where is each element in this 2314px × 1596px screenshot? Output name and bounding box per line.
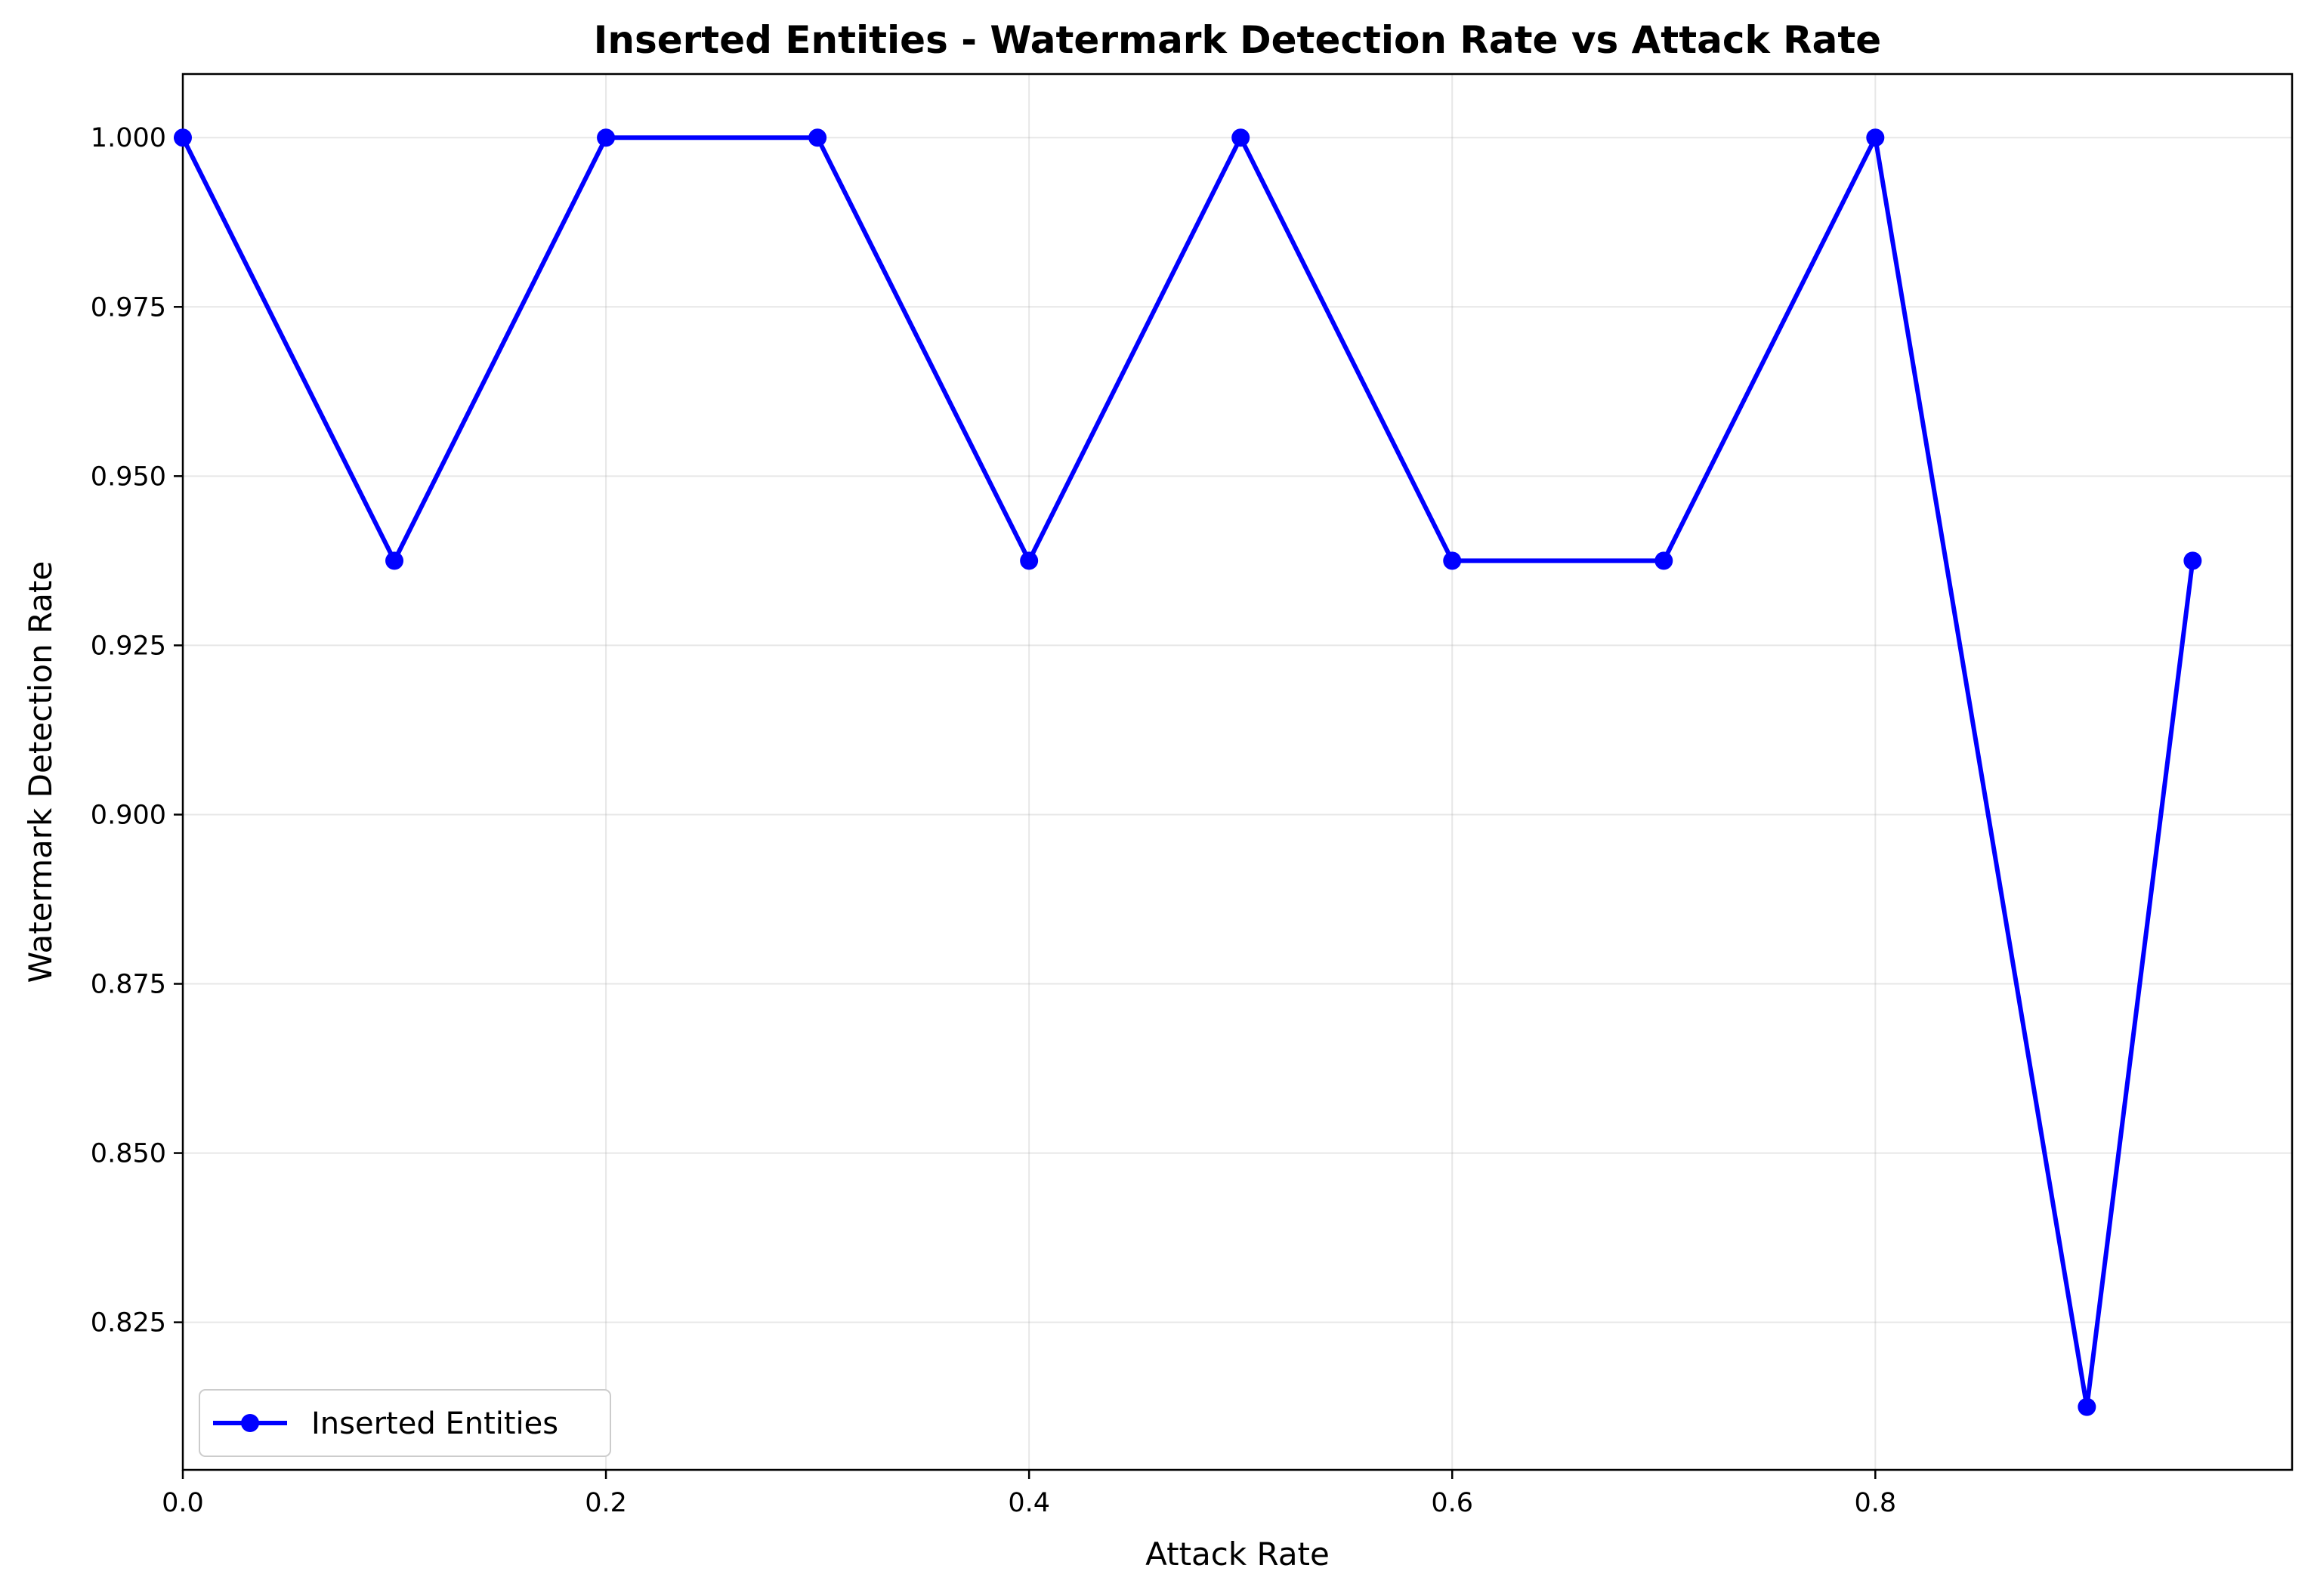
y-axis-label: Watermark Detection Rate — [22, 561, 59, 983]
series-inserted-entities — [174, 128, 2202, 1416]
x-tick-label: 0.0 — [162, 1488, 204, 1518]
y-tick-label: 1.000 — [91, 123, 166, 153]
data-point — [1654, 551, 1673, 570]
y-tick-label: 0.825 — [91, 1308, 166, 1338]
x-axis-label: Attack Rate — [1145, 1536, 1330, 1573]
data-point — [174, 128, 192, 147]
data-point — [1231, 128, 1250, 147]
y-tick-label: 0.900 — [91, 800, 166, 830]
data-point — [2183, 551, 2202, 570]
data-point — [1443, 551, 1462, 570]
data-point — [1020, 551, 1039, 570]
data-point — [597, 128, 616, 147]
legend: Inserted Entities — [199, 1389, 611, 1457]
chart-title: Inserted Entities - Watermark Detection … — [594, 18, 1881, 62]
x-tick-label: 0.2 — [585, 1488, 627, 1518]
plot-frame — [181, 73, 2294, 1471]
data-point — [2078, 1397, 2096, 1416]
legend-label-inserted-entities: Inserted Entities — [311, 1406, 558, 1441]
tick-marks: 0.0 0.2 0.4 0.6 0.8 0.825 0.850 0.875 0.900 0.925… — [91, 123, 1896, 1518]
data-point — [385, 551, 404, 570]
axes — [181, 73, 2294, 1471]
y-tick-label: 0.975 — [91, 292, 166, 323]
x-tick-label: 0.4 — [1008, 1488, 1050, 1518]
x-tick-label: 0.6 — [1431, 1488, 1473, 1518]
data-point — [1866, 128, 1885, 147]
legend-box — [199, 1389, 611, 1457]
y-tick-label: 0.875 — [91, 970, 166, 1000]
y-tick-label: 0.950 — [91, 462, 166, 492]
y-tick-label: 0.925 — [91, 631, 166, 661]
y-tick-label: 0.850 — [91, 1139, 166, 1169]
x-tick-label: 0.8 — [1854, 1488, 1896, 1518]
data-point — [808, 128, 827, 147]
legend-marker-sample — [241, 1414, 259, 1432]
